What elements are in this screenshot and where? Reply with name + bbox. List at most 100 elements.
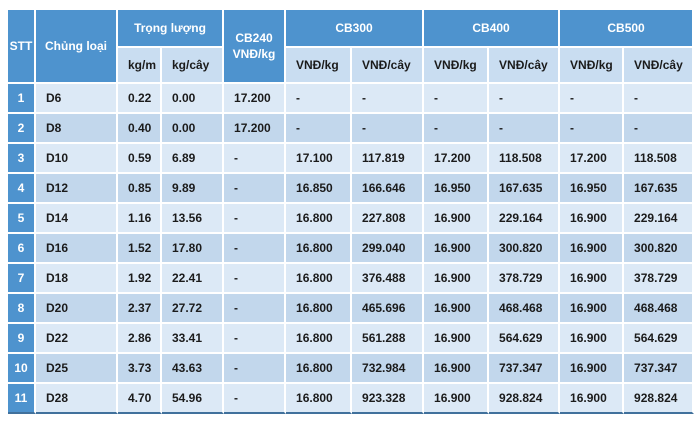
- row-size-cell: D20: [36, 294, 118, 324]
- row-value-cell: 118.508: [624, 144, 695, 174]
- row-size-cell: D16: [36, 234, 118, 264]
- row-value-cell: -: [224, 264, 287, 294]
- row-value-cell: 9.89: [162, 174, 225, 204]
- row-stt-cell: 1: [8, 84, 36, 114]
- row-value-cell: -: [224, 384, 287, 414]
- row-value-cell: 117.819: [352, 144, 425, 174]
- row-value-cell: 16.900: [560, 204, 625, 234]
- table-row: 10 D25 3.73 43.63-16.800 732.984 16.900 737.34…: [8, 354, 695, 384]
- row-value-cell: 468.468: [624, 294, 695, 324]
- table-row: 1 D6 0.22 0.00 17.200- - - - - -: [8, 84, 695, 114]
- row-value-cell: 465.696: [352, 294, 425, 324]
- table-row: 11 D28 4.70 54.96-16.800 923.328 16.900 928.82…: [8, 384, 695, 414]
- row-value-cell: 16.900: [560, 264, 625, 294]
- row-value-cell: 16.900: [424, 384, 490, 414]
- row-value-cell: 468.468: [489, 294, 561, 324]
- row-size-cell: D10: [36, 144, 118, 174]
- row-value-cell: 22.41: [162, 264, 225, 294]
- row-value-cell: 16.800: [286, 384, 353, 414]
- row-value-cell: -: [224, 174, 287, 204]
- row-stt-cell: 3: [8, 144, 36, 174]
- row-stt-cell: 5: [8, 204, 36, 234]
- row-value-cell: 16.800: [286, 324, 353, 354]
- row-value-cell: 16.900: [560, 294, 625, 324]
- row-stt-cell: 8: [8, 294, 36, 324]
- row-value-cell: 16.900: [424, 354, 490, 384]
- row-value-cell: 378.729: [624, 264, 695, 294]
- row-value-cell: -: [560, 114, 625, 144]
- price-table: STT Chủng loại Trọng lượng CB240 VNĐ/kg …: [8, 10, 695, 414]
- row-size-cell: D28: [36, 384, 118, 414]
- table-row: 8 D20 2.37 27.72-16.800 465.696 16.900 468.468…: [8, 294, 695, 324]
- row-value-cell: 16.800: [286, 354, 353, 384]
- table-row: 6 D16 1.52 17.80-16.800 299.040 16.900 300.820…: [8, 234, 695, 264]
- header-cb300-vnd-cay: VNĐ/cây: [352, 48, 425, 84]
- table-row: 2 D8 0.40 0.00 17.200- - - - - -: [8, 114, 695, 144]
- row-value-cell: 923.328: [352, 384, 425, 414]
- row-value-cell: 2.37: [118, 294, 162, 324]
- row-value-cell: 16.900: [560, 384, 625, 414]
- table-row: 4 D12 0.85 9.89-16.850 166.646 16.950 167.635 1…: [8, 174, 695, 204]
- row-stt-cell: 6: [8, 234, 36, 264]
- row-value-cell: -: [424, 114, 490, 144]
- row-value-cell: 300.820: [624, 234, 695, 264]
- header-cb240-name: CB240: [235, 30, 273, 45]
- row-value-cell: 16.900: [560, 324, 625, 354]
- row-size-cell: D6: [36, 84, 118, 114]
- row-value-cell: 33.41: [162, 324, 225, 354]
- table-body: 1 D6 0.22 0.00 17.200- - - - - -2 D8 0.40 0.00 17.200…: [8, 84, 695, 414]
- row-size-cell: D25: [36, 354, 118, 384]
- row-value-cell: 17.200: [424, 144, 490, 174]
- header-cb500: CB500: [560, 10, 695, 48]
- row-size-cell: D14: [36, 204, 118, 234]
- row-value-cell: 299.040: [352, 234, 425, 264]
- row-value-cell: 16.900: [424, 234, 490, 264]
- table-row: 7 D18 1.92 22.41-16.800 376.488 16.900 378.729…: [8, 264, 695, 294]
- row-value-cell: 16.850: [286, 174, 353, 204]
- row-value-cell: -: [624, 114, 695, 144]
- row-value-cell: -: [224, 144, 287, 174]
- row-value-cell: 732.984: [352, 354, 425, 384]
- row-value-cell: 16.800: [286, 294, 353, 324]
- row-value-cell: 0.85: [118, 174, 162, 204]
- row-value-cell: 16.900: [424, 294, 490, 324]
- row-value-cell: -: [560, 84, 625, 114]
- row-value-cell: 376.488: [352, 264, 425, 294]
- table-row: 3 D10 0.59 6.89-17.100 117.819 17.200 118.508 1…: [8, 144, 695, 174]
- row-value-cell: 17.200: [224, 84, 287, 114]
- header-cb400: CB400: [424, 10, 561, 48]
- header-chung-loai: Chủng loại: [36, 10, 118, 84]
- row-value-cell: 16.900: [424, 204, 490, 234]
- header-kg-m: kg/m: [118, 48, 162, 84]
- header-row-groups: STT Chủng loại Trọng lượng CB240 VNĐ/kg …: [8, 10, 695, 84]
- row-value-cell: 928.824: [489, 384, 561, 414]
- row-size-cell: D8: [36, 114, 118, 144]
- row-value-cell: 1.92: [118, 264, 162, 294]
- row-value-cell: 1.52: [118, 234, 162, 264]
- row-value-cell: 1.16: [118, 204, 162, 234]
- row-value-cell: 17.200: [560, 144, 625, 174]
- row-value-cell: 16.900: [424, 264, 490, 294]
- row-value-cell: 16.900: [424, 324, 490, 354]
- row-value-cell: -: [424, 84, 490, 114]
- header-row-units: kg/m kg/cây VNĐ/kg VNĐ/cây VNĐ/kg VNĐ/câ…: [8, 48, 695, 84]
- row-value-cell: 4.70: [118, 384, 162, 414]
- row-value-cell: 229.164: [624, 204, 695, 234]
- row-value-cell: 43.63: [162, 354, 225, 384]
- row-value-cell: 16.900: [560, 354, 625, 384]
- row-stt-cell: 7: [8, 264, 36, 294]
- row-value-cell: 300.820: [489, 234, 561, 264]
- row-value-cell: 0.00: [162, 84, 225, 114]
- row-value-cell: 0.00: [162, 114, 225, 144]
- header-cb240: CB240 VNĐ/kg: [224, 10, 287, 84]
- row-stt-cell: 11: [8, 384, 36, 414]
- row-value-cell: 17.80: [162, 234, 225, 264]
- row-value-cell: -: [286, 114, 353, 144]
- row-value-cell: 16.950: [424, 174, 490, 204]
- row-value-cell: -: [352, 114, 425, 144]
- row-stt-cell: 2: [8, 114, 36, 144]
- row-value-cell: 6.89: [162, 144, 225, 174]
- row-value-cell: 166.646: [352, 174, 425, 204]
- row-size-cell: D22: [36, 324, 118, 354]
- table-row: 9 D22 2.86 33.41-16.800 561.288 16.900 564.629…: [8, 324, 695, 354]
